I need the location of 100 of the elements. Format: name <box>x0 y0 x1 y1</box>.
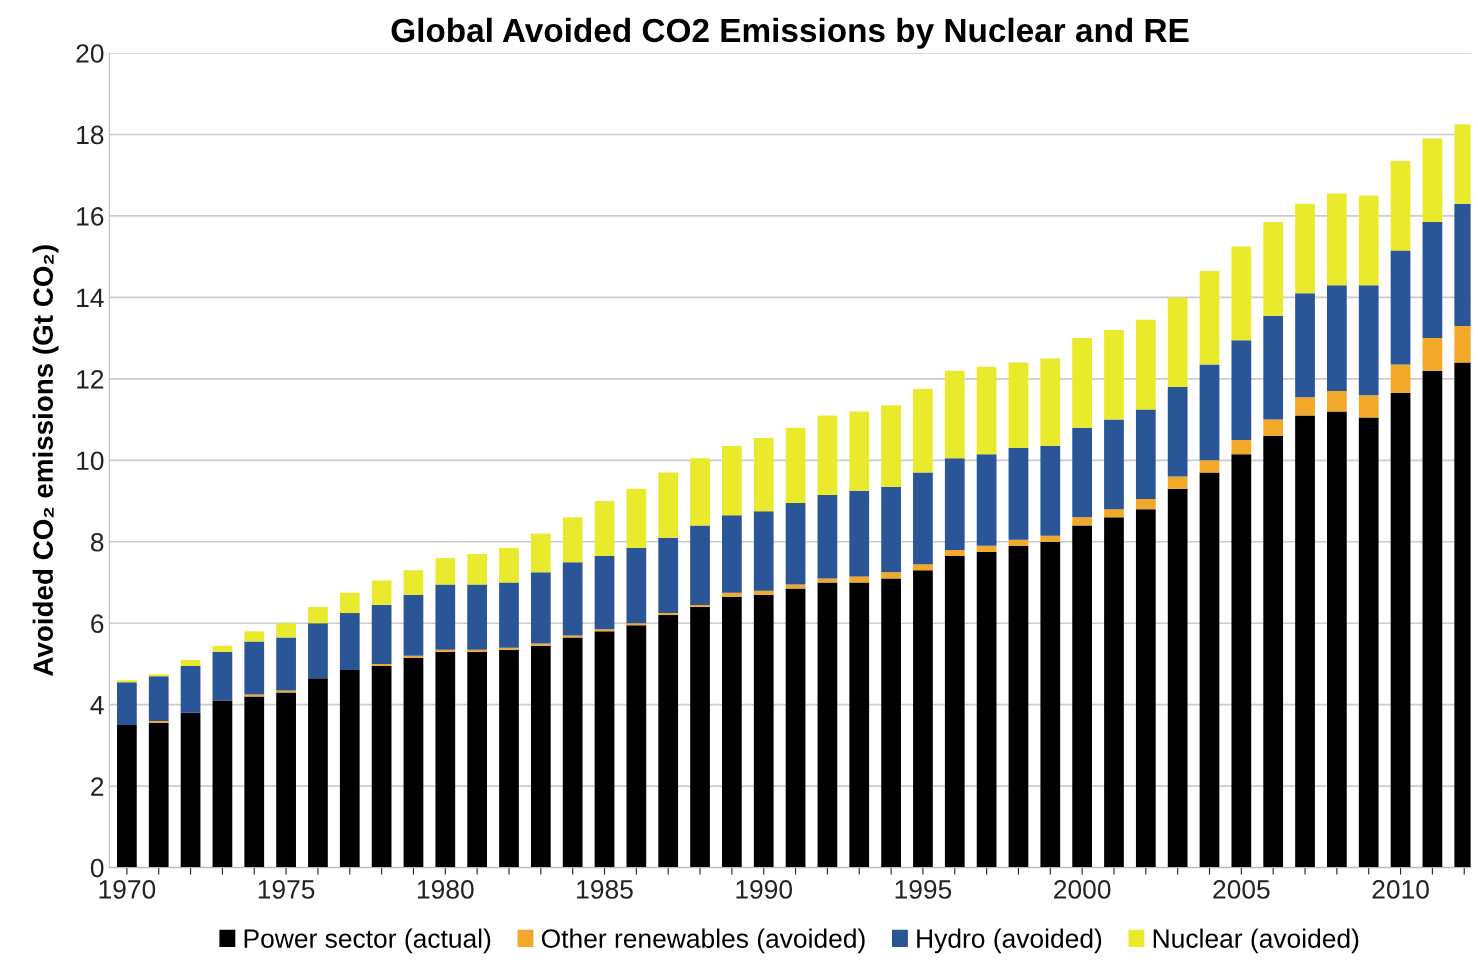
bar <box>944 370 965 459</box>
bar <box>849 576 870 583</box>
bar <box>976 545 997 552</box>
bar <box>690 604 710 607</box>
bar <box>1199 472 1220 868</box>
bar <box>371 663 392 666</box>
x-tick-label: 2005 <box>1213 880 1270 899</box>
bar <box>626 488 647 548</box>
bar <box>1199 460 1220 473</box>
bar <box>562 637 583 868</box>
bar <box>913 472 933 565</box>
bar <box>1008 448 1029 540</box>
bar <box>753 511 774 591</box>
bar <box>594 501 615 557</box>
bar <box>1390 160 1411 251</box>
x-tick-label: 2010 <box>1372 880 1429 899</box>
bar <box>944 458 965 550</box>
x-tick-label: 1980 <box>417 880 474 899</box>
bar <box>371 604 392 664</box>
bar <box>1295 415 1315 868</box>
bar <box>467 651 488 868</box>
bar <box>1040 358 1061 447</box>
x-tick-label: 1985 <box>577 880 633 899</box>
x-tick-label: 1990 <box>736 880 793 899</box>
bar <box>276 692 296 868</box>
bar <box>913 564 933 571</box>
chart-title: Global Avoided CO2 Emissions by Nuclear and RE <box>391 17 1189 49</box>
y-tick-label: 8 <box>90 532 104 552</box>
bar <box>753 590 774 595</box>
bar <box>913 570 933 868</box>
bar <box>403 655 424 658</box>
bar <box>976 454 997 546</box>
bar <box>562 635 583 638</box>
bar <box>1422 222 1443 339</box>
bar <box>435 558 456 585</box>
bar <box>339 613 360 671</box>
bar <box>499 649 519 868</box>
bar <box>499 582 519 648</box>
x-tick-label: 1995 <box>895 880 952 899</box>
bar <box>1135 319 1156 410</box>
bar <box>785 588 806 868</box>
legend-label: Hydro (avoided) <box>917 928 1102 954</box>
bar <box>658 537 679 614</box>
bar <box>530 643 551 646</box>
bar <box>1167 387 1188 477</box>
bar <box>849 411 870 491</box>
bar <box>276 637 296 691</box>
bar <box>339 592 360 614</box>
bar <box>626 547 647 624</box>
bar <box>881 578 901 868</box>
x-tick-label: 1975 <box>258 880 315 899</box>
bar <box>308 623 328 679</box>
bar <box>499 547 519 583</box>
bar <box>1358 195 1379 286</box>
legend-label: Other renewables (avoided) <box>541 928 865 954</box>
bar <box>1040 446 1061 536</box>
bar <box>371 665 392 868</box>
bar <box>276 623 296 638</box>
bar <box>1263 222 1284 316</box>
bar <box>371 580 392 605</box>
bar <box>562 562 583 636</box>
bar <box>1422 138 1443 223</box>
bar <box>976 366 997 455</box>
bar <box>722 515 742 593</box>
bar <box>435 651 456 868</box>
bar <box>1072 525 1093 868</box>
bar <box>753 594 774 868</box>
bar <box>785 427 806 504</box>
y-tick-label: 6 <box>91 614 104 634</box>
bar <box>1422 370 1443 868</box>
bar <box>117 682 137 726</box>
bar <box>817 494 838 579</box>
bar <box>1327 391 1347 412</box>
bar <box>594 631 615 868</box>
bar <box>944 556 965 868</box>
bar <box>817 582 838 868</box>
bar <box>1104 509 1124 518</box>
bar <box>1358 395 1379 418</box>
bar <box>212 700 233 868</box>
x-tick-label: 2000 <box>1054 880 1111 899</box>
bar <box>1040 541 1061 868</box>
bar <box>976 551 997 868</box>
bar <box>1072 338 1093 428</box>
bar <box>1231 246 1252 341</box>
bar <box>117 680 137 683</box>
y-tick-label: 18 <box>77 125 104 145</box>
bar <box>594 629 615 632</box>
bar <box>722 592 742 597</box>
bar <box>1358 285 1379 396</box>
bar <box>180 665 201 713</box>
bar <box>1263 435 1284 868</box>
legend-label: Power sector (actual) <box>244 928 491 954</box>
bar <box>562 517 583 563</box>
bar <box>276 690 296 693</box>
bar <box>722 596 742 868</box>
bar <box>180 659 201 666</box>
bar <box>1072 427 1093 518</box>
bar <box>690 458 710 526</box>
bar <box>849 490 870 577</box>
bar <box>1104 517 1124 868</box>
